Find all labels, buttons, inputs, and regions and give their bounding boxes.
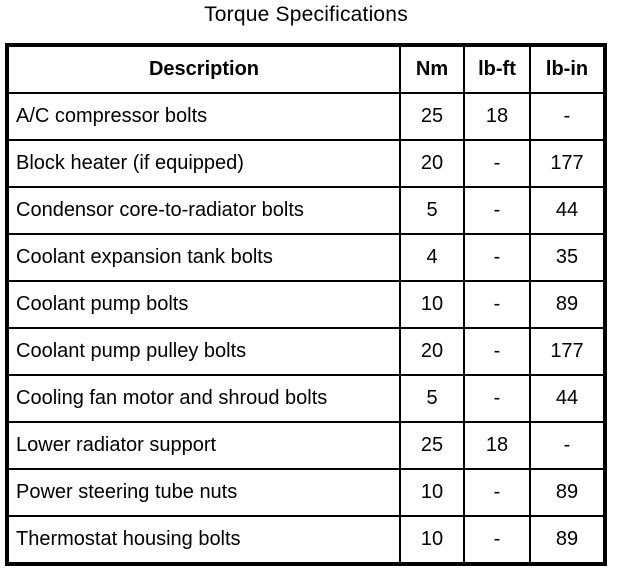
- row-description: Power steering tube nuts: [6, 468, 401, 517]
- torque-specifications-table: Description Nm lb-ft lb-in A/C compresso…: [5, 43, 607, 566]
- row-nm-value: 20: [399, 327, 465, 376]
- row-description: Condensor core-to-radiator bolts: [6, 186, 401, 235]
- row-nm-value: 25: [399, 421, 465, 470]
- row-lbft-value: -: [463, 233, 531, 282]
- row-description: Coolant expansion tank bolts: [6, 233, 401, 282]
- table-header-row: Description Nm lb-ft lb-in: [6, 44, 606, 94]
- row-nm-value: 5: [399, 186, 465, 235]
- row-description: Lower radiator support: [6, 421, 401, 470]
- row-lbin-value: -: [529, 92, 606, 141]
- row-lbin-value: 177: [529, 139, 606, 188]
- row-nm-value: 10: [399, 515, 465, 565]
- row-nm-value: 20: [399, 139, 465, 188]
- row-lbft-value: -: [463, 327, 531, 376]
- row-lbin-value: 89: [529, 280, 606, 329]
- row-description: Coolant pump bolts: [6, 280, 401, 329]
- header-description: Description: [6, 44, 401, 94]
- row-lbin-value: -: [529, 421, 606, 470]
- header-nm: Nm: [399, 44, 465, 94]
- row-lbin-value: 44: [529, 186, 606, 235]
- row-nm-value: 5: [399, 374, 465, 423]
- table-row: Power steering tube nuts 10 - 89: [6, 468, 606, 517]
- header-lb-in: lb-in: [529, 44, 606, 94]
- row-lbft-value: -: [463, 280, 531, 329]
- table-body: A/C compressor bolts 25 18 - Block heate…: [6, 92, 606, 565]
- row-description: Cooling fan motor and shroud bolts: [6, 374, 401, 423]
- row-nm-value: 25: [399, 92, 465, 141]
- table-row: Coolant expansion tank bolts 4 - 35: [6, 233, 606, 282]
- row-lbft-value: 18: [463, 92, 531, 141]
- header-lb-ft: lb-ft: [463, 44, 531, 94]
- row-nm-value: 10: [399, 468, 465, 517]
- row-lbft-value: -: [463, 186, 531, 235]
- row-lbft-value: -: [463, 139, 531, 188]
- row-description: Block heater (if equipped): [6, 139, 401, 188]
- table-row: Thermostat housing bolts 10 - 89: [6, 515, 606, 565]
- row-lbin-value: 89: [529, 515, 606, 565]
- row-lbin-value: 89: [529, 468, 606, 517]
- row-lbft-value: -: [463, 374, 531, 423]
- row-lbft-value: 18: [463, 421, 531, 470]
- table-row: Coolant pump pulley bolts 20 - 177: [6, 327, 606, 376]
- row-lbft-value: -: [463, 515, 531, 565]
- row-nm-value: 10: [399, 280, 465, 329]
- row-description: Coolant pump pulley bolts: [6, 327, 401, 376]
- table-row: Block heater (if equipped) 20 - 177: [6, 139, 606, 188]
- row-lbin-value: 35: [529, 233, 606, 282]
- row-lbft-value: -: [463, 468, 531, 517]
- row-description: A/C compressor bolts: [6, 92, 401, 141]
- page-title: Torque Specifications: [204, 3, 408, 26]
- table-row: A/C compressor bolts 25 18 -: [6, 92, 606, 141]
- table-row: Coolant pump bolts 10 - 89: [6, 280, 606, 329]
- row-description: Thermostat housing bolts: [6, 515, 401, 565]
- table-row: Condensor core-to-radiator bolts 5 - 44: [6, 186, 606, 235]
- table-row: Lower radiator support 25 18 -: [6, 421, 606, 470]
- row-lbin-value: 177: [529, 327, 606, 376]
- row-lbin-value: 44: [529, 374, 606, 423]
- table-row: Cooling fan motor and shroud bolts 5 - 4…: [6, 374, 606, 423]
- row-nm-value: 4: [399, 233, 465, 282]
